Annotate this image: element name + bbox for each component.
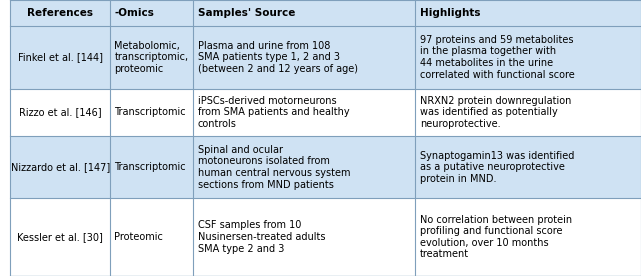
Text: Transcriptomic: Transcriptomic xyxy=(115,162,186,172)
Bar xyxy=(415,0,641,26)
Bar xyxy=(193,136,415,198)
Bar xyxy=(193,89,415,136)
Bar xyxy=(10,136,110,198)
Bar xyxy=(415,89,641,136)
Text: NRXN2 protein downregulation
was identified as potentially
neuroprotective.: NRXN2 protein downregulation was identif… xyxy=(420,96,571,129)
Text: References: References xyxy=(27,8,93,18)
Bar xyxy=(415,136,641,198)
Text: iPSCs-derived motorneurons
from SMA patients and healthy
controls: iPSCs-derived motorneurons from SMA pati… xyxy=(197,96,349,129)
Text: Plasma and urine from 108
SMA patients type 1, 2 and 3
(between 2 and 12 years o: Plasma and urine from 108 SMA patients t… xyxy=(197,41,358,74)
Bar xyxy=(415,198,641,276)
Bar xyxy=(10,0,110,26)
Bar xyxy=(10,89,110,136)
Bar xyxy=(193,26,415,89)
Text: -Omics: -Omics xyxy=(115,8,154,18)
Bar xyxy=(10,26,110,89)
Text: 97 proteins and 59 metabolites
in the plasma together with
44 metabolites in the: 97 proteins and 59 metabolites in the pl… xyxy=(420,35,574,79)
Bar xyxy=(110,198,193,276)
Text: Rizzo et al. [146]: Rizzo et al. [146] xyxy=(19,107,101,117)
Text: Synaptogamin13 was identified
as a putative neuroprotective
protein in MND.: Synaptogamin13 was identified as a putat… xyxy=(420,150,574,184)
Text: Nizzardo et al. [147]: Nizzardo et al. [147] xyxy=(10,162,110,172)
Bar xyxy=(193,198,415,276)
Text: CSF samples from 10
Nusinersen-treated adults
SMA type 2 and 3: CSF samples from 10 Nusinersen-treated a… xyxy=(197,221,325,254)
Bar xyxy=(110,26,193,89)
Text: No correlation between protein
profiling and functional score
evolution, over 10: No correlation between protein profiling… xyxy=(420,215,572,259)
Bar xyxy=(110,89,193,136)
Text: Highlights: Highlights xyxy=(420,8,480,18)
Text: Finkel et al. [144]: Finkel et al. [144] xyxy=(18,52,103,62)
Text: Proteomic: Proteomic xyxy=(115,232,163,242)
Text: Samples' Source: Samples' Source xyxy=(197,8,295,18)
Text: Metabolomic,
transcriptomic,
proteomic: Metabolomic, transcriptomic, proteomic xyxy=(115,41,188,74)
Text: Kessler et al. [30]: Kessler et al. [30] xyxy=(17,232,103,242)
Bar xyxy=(110,136,193,198)
Bar xyxy=(193,0,415,26)
Text: Spinal and ocular
motoneurons isolated from
human central nervous system
section: Spinal and ocular motoneurons isolated f… xyxy=(197,145,350,190)
Bar xyxy=(10,198,110,276)
Bar xyxy=(110,0,193,26)
Bar xyxy=(415,26,641,89)
Text: Transcriptomic: Transcriptomic xyxy=(115,107,186,117)
